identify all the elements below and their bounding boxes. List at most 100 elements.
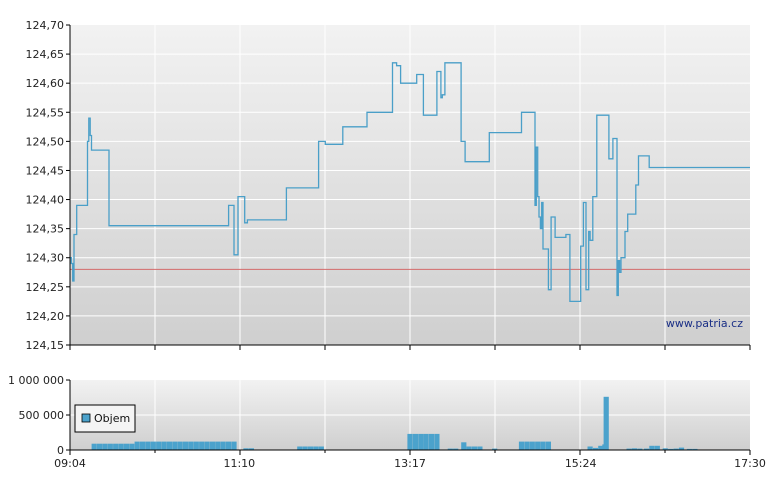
volume-bar <box>231 441 237 450</box>
volume-bar <box>598 445 604 450</box>
price-y-tick-label: 124,70 <box>26 19 65 32</box>
volume-bar <box>631 448 637 451</box>
volume-y-tick-label: 0 <box>57 444 64 457</box>
volume-bar <box>145 441 151 450</box>
volume-bar <box>123 443 129 450</box>
price-y-tick-label: 124,55 <box>26 106 65 119</box>
volume-bar <box>297 446 303 450</box>
volume-bar <box>529 441 535 450</box>
volume-bar <box>118 443 124 450</box>
price-y-tick-label: 124,20 <box>26 310 65 323</box>
volume-bar <box>535 441 541 450</box>
price-y-ticks: 124,70 124,65 124,60 124,55 124,50 124,45 124,… <box>26 19 70 352</box>
volume-bar <box>166 441 172 450</box>
volume-y-ticks: 1 000 000 500 000 0 <box>8 374 70 457</box>
time-x-tick-label: 15:24 <box>565 457 597 470</box>
volume-bar <box>140 441 146 450</box>
volume-bar <box>313 446 319 450</box>
legend-swatch <box>81 413 91 423</box>
volume-bar <box>673 448 679 450</box>
price-y-tick-label: 124,50 <box>26 135 65 148</box>
volume-bar <box>643 448 650 450</box>
volume-bar <box>243 448 249 451</box>
volume-bar <box>226 441 232 450</box>
price-series-line <box>70 62 750 303</box>
volume-bar <box>637 448 643 450</box>
watermark: www.patria.cz <box>666 317 743 330</box>
volume-bar <box>134 441 140 450</box>
volume-bar <box>113 443 119 450</box>
volume-bar <box>540 441 546 450</box>
volume-bar <box>662 448 668 451</box>
volume-bar <box>172 441 178 450</box>
volume-bar <box>492 448 498 450</box>
time-x-tick-label: 11:10 <box>223 457 255 470</box>
volume-bar <box>407 433 413 450</box>
legend-label: Objem <box>94 412 130 425</box>
volume-bar <box>177 441 183 450</box>
volume-bar <box>453 448 459 450</box>
volume-bar <box>423 433 429 450</box>
volume-bar <box>587 446 593 450</box>
volume-bar <box>412 433 418 450</box>
price-y-tick-label: 124,40 <box>26 194 65 207</box>
volume-bar <box>129 443 135 450</box>
price-y-tick-label: 124,25 <box>26 281 65 294</box>
volume-y-tick-label: 1 000 000 <box>8 374 64 387</box>
volume-bar <box>220 441 226 450</box>
volume-bar <box>477 446 483 450</box>
volume-bar <box>603 396 609 450</box>
volume-bar <box>649 445 655 450</box>
volume-bar <box>248 448 254 451</box>
volume-bar <box>209 441 216 450</box>
volume-bar <box>668 448 674 450</box>
volume-bar <box>91 443 97 450</box>
volume-bar <box>678 447 685 450</box>
volume-y-tick-label: 500 000 <box>19 409 65 422</box>
volume-bar <box>107 443 113 450</box>
price-y-tick-label: 124,30 <box>26 252 65 265</box>
volume-bar <box>447 448 453 450</box>
volume-bar <box>471 446 478 450</box>
time-x-tick-label: 17:30 <box>734 457 766 470</box>
volume-bar <box>308 446 314 450</box>
time-x-tick-label: 09:04 <box>54 457 86 470</box>
volume-bar <box>183 441 189 450</box>
volume-bar <box>188 441 194 450</box>
volume-bar <box>592 447 599 450</box>
volume-bar <box>434 433 440 450</box>
volume-bar <box>150 441 156 450</box>
price-y-tick-label: 124,65 <box>26 48 65 61</box>
volume-bars <box>91 396 698 451</box>
time-x-tick-label: 13:17 <box>394 457 426 470</box>
volume-bar <box>545 441 551 450</box>
volume-bar <box>318 446 324 450</box>
price-y-tick-label: 124,35 <box>26 223 65 236</box>
price-grid <box>70 25 750 345</box>
volume-bar <box>654 445 660 450</box>
volume-bar <box>461 442 467 450</box>
volume-bar <box>161 441 167 450</box>
volume-bar <box>692 448 698 450</box>
volume-bar <box>193 441 199 450</box>
volume-bar <box>204 441 210 450</box>
volume-bar <box>518 441 525 450</box>
volume-bar <box>215 441 221 450</box>
price-y-tick-label: 124,15 <box>26 339 65 352</box>
volume-bar <box>199 441 205 450</box>
volume-bar <box>102 443 108 450</box>
volume-legend: Objem <box>74 404 136 433</box>
volume-bar <box>626 448 632 450</box>
volume-bar <box>156 441 162 450</box>
volume-bar <box>418 433 424 450</box>
price-y-tick-label: 124,45 <box>26 164 65 177</box>
volume-bar <box>466 446 472 450</box>
volume-axes <box>69 380 750 451</box>
time-x-ticks: 09:04 11:10 13:17 15:24 17:30 <box>54 345 766 470</box>
price-y-tick-label: 124,60 <box>26 77 65 90</box>
volume-grid <box>70 380 750 450</box>
volume-bar <box>524 441 530 450</box>
volume-bar <box>428 433 435 450</box>
